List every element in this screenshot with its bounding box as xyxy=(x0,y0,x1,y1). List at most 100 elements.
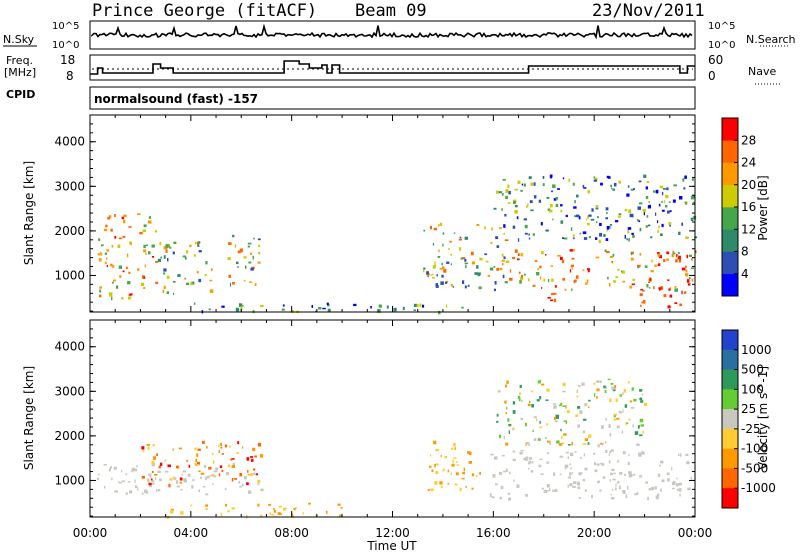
heatmap-cell xyxy=(562,277,566,281)
heatmap-cell xyxy=(560,256,563,261)
heatmap-cell xyxy=(562,442,565,445)
heatmap-cell xyxy=(565,214,568,218)
x-tick-label: 20:00 xyxy=(577,526,612,540)
heatmap-cell xyxy=(193,254,196,257)
heatmap-cell xyxy=(519,271,521,274)
heatmap-cell xyxy=(104,252,107,255)
velocity-colorbar-label: Velocity [m s^-1] xyxy=(756,366,770,470)
heatmap-cell xyxy=(257,442,261,447)
heatmap-cell xyxy=(99,294,102,298)
heatmap-cell xyxy=(204,274,207,277)
heatmap-cell xyxy=(205,493,209,496)
heatmap-cell xyxy=(230,458,233,461)
heatmap-cell xyxy=(467,284,470,287)
heatmap-cell xyxy=(671,253,675,258)
heatmap-cell xyxy=(533,438,537,441)
heatmap-cell xyxy=(194,242,197,244)
heatmap-cell xyxy=(159,462,163,466)
heatmap-cell xyxy=(579,232,582,235)
heatmap-cell xyxy=(168,483,171,488)
heatmap-cell xyxy=(648,281,650,284)
heatmap-cell xyxy=(257,503,260,507)
heatmap-cell xyxy=(435,463,439,466)
heatmap-cell xyxy=(220,442,222,447)
heatmap-cell xyxy=(501,253,504,257)
heatmap-cell xyxy=(629,400,633,403)
heatmap-cell xyxy=(542,176,545,179)
heatmap-cell xyxy=(657,263,661,266)
heatmap-cell xyxy=(574,215,577,217)
heatmap-cell xyxy=(654,264,658,267)
heatmap-cell xyxy=(439,222,443,226)
heatmap-cell xyxy=(322,307,326,310)
heatmap-cell xyxy=(479,472,482,475)
heatmap-cell xyxy=(503,470,506,473)
heatmap-cell xyxy=(563,433,567,436)
heatmap-cell xyxy=(595,256,600,259)
heatmap-cell xyxy=(644,265,648,268)
heatmap-cell xyxy=(122,270,125,273)
heatmap-cell xyxy=(463,467,465,472)
heatmap-cell xyxy=(269,512,271,515)
colorbar-segment xyxy=(722,448,738,469)
heatmap-cell xyxy=(685,265,687,269)
heatmap-cell xyxy=(430,225,432,230)
heatmap-cell xyxy=(378,304,382,308)
heatmap-cell xyxy=(566,410,570,414)
heatmap-cell xyxy=(610,494,613,496)
heatmap-cell xyxy=(252,255,254,260)
heatmap-cell xyxy=(106,265,108,268)
heatmap-cell xyxy=(125,266,128,270)
heatmap-cell xyxy=(597,216,599,219)
heatmap-cell xyxy=(157,470,161,474)
heatmap-cell xyxy=(528,176,532,180)
heatmap-cell xyxy=(250,458,254,462)
heatmap-cell xyxy=(111,244,114,248)
heatmap-cell xyxy=(145,244,148,247)
heatmap-cell xyxy=(577,481,580,486)
heatmap-cell xyxy=(493,288,496,292)
heatmap-cell xyxy=(637,219,639,222)
heatmap-cell xyxy=(239,485,242,488)
heatmap-cell xyxy=(565,405,567,409)
heatmap-cell xyxy=(678,258,681,263)
heatmap-cell xyxy=(530,470,534,473)
heatmap-cell xyxy=(666,472,670,475)
heatmap-cell xyxy=(140,282,144,286)
heatmap-cell xyxy=(530,182,533,186)
heatmap-cell xyxy=(218,473,221,477)
heatmap-cell xyxy=(445,282,448,284)
heatmap-cell xyxy=(523,458,527,460)
colorbar-segment xyxy=(722,369,738,390)
heatmap-cell xyxy=(453,457,457,459)
heatmap-cell xyxy=(631,252,633,256)
heatmap-cell xyxy=(121,216,125,220)
heatmap-cell xyxy=(554,416,557,420)
heatmap-cell xyxy=(603,234,606,237)
heatmap-cell xyxy=(518,392,522,395)
heatmap-cell xyxy=(598,239,601,244)
heatmap-cell xyxy=(631,232,634,235)
heatmap-cell xyxy=(633,188,635,190)
heatmap-cell xyxy=(554,285,557,288)
heatmap-cell xyxy=(114,214,116,217)
nsky-series xyxy=(91,23,693,40)
heatmap-cell xyxy=(599,222,602,226)
heatmap-cell xyxy=(610,187,613,190)
heatmap-cell xyxy=(163,255,166,259)
heatmap-cell xyxy=(513,199,517,203)
heatmap-cell xyxy=(137,487,139,491)
heatmap-cell xyxy=(588,236,591,239)
heatmap-cell xyxy=(638,452,642,456)
heatmap-cell xyxy=(495,236,499,240)
heatmap-cell xyxy=(440,454,442,458)
heatmap-cell xyxy=(596,388,600,392)
heatmap-cell xyxy=(494,281,497,285)
heatmap-cell xyxy=(556,440,560,444)
power-ylabel: Slant Range [km] xyxy=(22,161,36,265)
heatmap-cell xyxy=(554,298,557,302)
heatmap-cell xyxy=(501,259,505,262)
heatmap-cell xyxy=(121,296,124,300)
heatmap-cell xyxy=(254,283,257,286)
